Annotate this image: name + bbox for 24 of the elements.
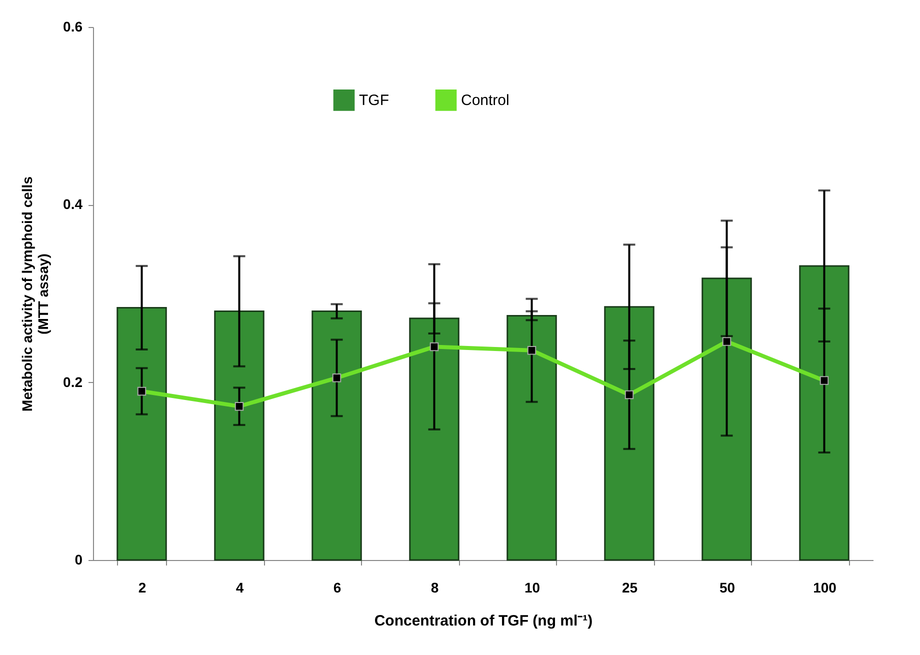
x-tick-label: 6 [333, 580, 342, 596]
y-axis-title: Metabolic activity of lymphoid cells (MTT assay) [19, 176, 52, 412]
y-tick-label: 0.4 [63, 196, 83, 212]
x-tick-label: 2 [138, 580, 146, 596]
y-tick-label: 0 [74, 552, 83, 568]
bar [409, 318, 460, 561]
legend-label: Control [461, 92, 510, 110]
y-tick-label: 0.2 [63, 374, 83, 390]
bar [702, 278, 752, 561]
bar [312, 310, 362, 561]
bar [116, 306, 167, 561]
legend-label: TGF [359, 92, 389, 110]
x-axis-title: Concentration of TGF (ng ml⁻¹) [374, 612, 593, 630]
bar [506, 314, 557, 561]
x-tick-label: 100 [813, 580, 837, 596]
bar [799, 265, 850, 561]
bar [214, 310, 264, 561]
x-tick-label: 10 [524, 580, 540, 596]
x-tick-label: 4 [236, 580, 244, 596]
x-tick-label: 50 [719, 580, 736, 596]
y-tick-label: 0.6 [63, 18, 83, 34]
bar [604, 306, 654, 561]
x-tick-label: 25 [622, 580, 638, 596]
x-tick-label: 8 [430, 580, 439, 596]
